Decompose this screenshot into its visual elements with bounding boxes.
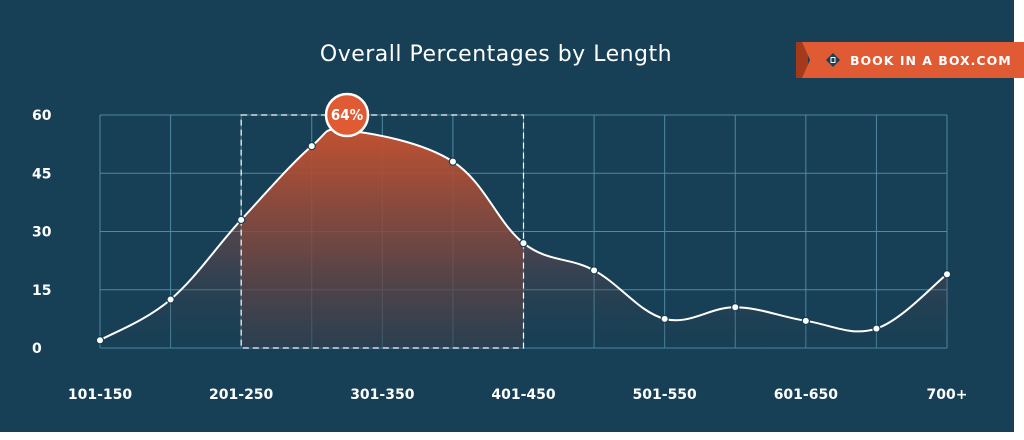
highlight-area-fill (241, 129, 524, 348)
x-tick-label: 501-550 (633, 387, 698, 403)
peak-callout-label: 64% (331, 106, 364, 124)
y-tick-label: 0 (32, 341, 42, 357)
x-tick-label: 401-450 (491, 387, 556, 403)
x-tick-label: 201-250 (209, 387, 274, 403)
data-point-2[interactable] (236, 215, 246, 225)
chart-plot: 0 15 30 45 60 101-150 201-250 301-350 401-450 50… (32, 92, 968, 403)
highlight-range-box (240, 114, 525, 349)
data-point-5[interactable] (519, 238, 528, 248)
brand-banner[interactable]: BOOK IN A BOX.COM (796, 42, 1024, 78)
data-point-7[interactable] (660, 314, 669, 324)
data-point-4[interactable] (448, 157, 458, 166)
y-tick-label: 30 (32, 225, 52, 241)
data-point-6[interactable] (589, 266, 599, 275)
x-axis-ticks: 101-150 201-250 301-350 401-450 501-550 601-6… (68, 387, 968, 403)
data-point-3[interactable] (307, 141, 316, 151)
y-tick-label: 60 (32, 108, 52, 124)
y-axis-ticks: 0 15 30 45 60 (32, 108, 52, 357)
chart-title: Overall Percentages by Length (319, 42, 673, 67)
data-point-9[interactable] (801, 316, 811, 326)
x-tick-label: 301-350 (350, 387, 415, 403)
brand-ribbon (796, 42, 1024, 78)
data-point-11[interactable] (942, 270, 952, 279)
data-point-0[interactable] (95, 336, 105, 345)
brand-label: BOOK IN A BOX.COM (850, 53, 1012, 68)
y-tick-label: 45 (32, 166, 51, 182)
y-tick-label: 15 (32, 283, 51, 299)
x-tick-label: 601-650 (774, 387, 839, 403)
peak-callout: 64% (324, 92, 370, 138)
data-point-10[interactable] (872, 324, 881, 333)
x-tick-label: 700+ (927, 387, 968, 403)
data-point-1[interactable] (166, 295, 175, 304)
data-points (95, 141, 952, 345)
peak-callout-badge (324, 92, 370, 138)
book-box-icon (826, 53, 840, 67)
x-tick-label: 101-150 (68, 387, 133, 403)
data-point-8[interactable] (731, 303, 740, 312)
